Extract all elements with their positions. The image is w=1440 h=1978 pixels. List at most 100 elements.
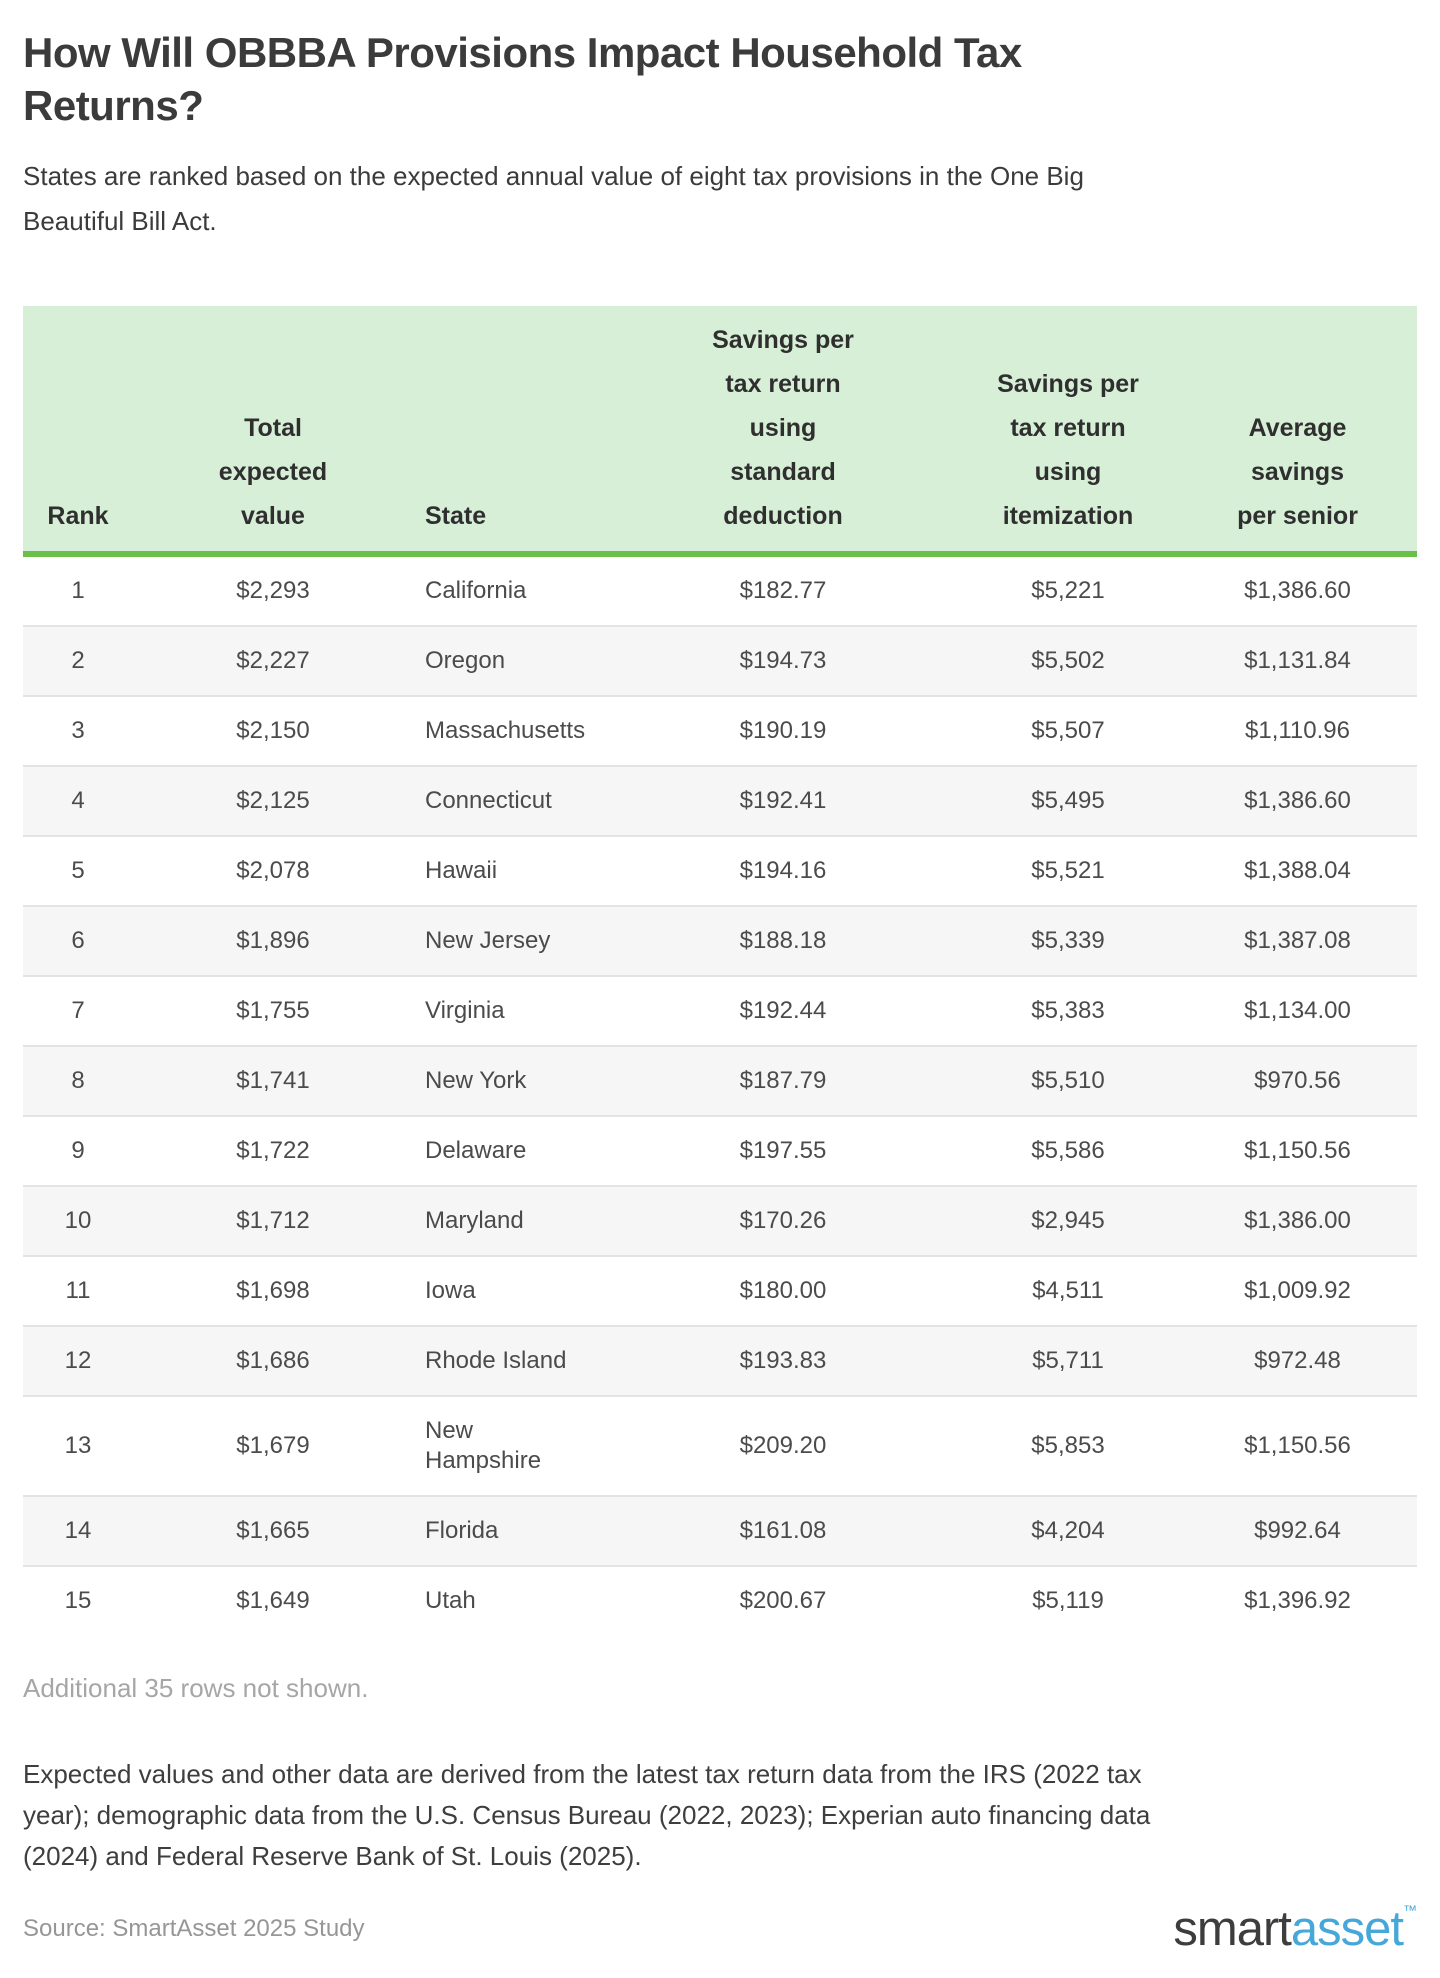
methodology-note: Expected values and other data are deriv…	[23, 1759, 1151, 1871]
column-header: Rank	[47, 502, 109, 530]
cell: $180.00	[739, 1277, 827, 1304]
table-row: 9 $1,722 Delaware $197.55 $5,586 $1,150.56	[23, 1116, 1417, 1186]
cell: $197.55	[739, 1137, 827, 1164]
table-row: 2 $2,227 Oregon $194.73 $5,502 $1,131.84	[23, 626, 1417, 696]
table-row: 8 $1,741 New York $187.79 $5,510 $970.56	[23, 1046, 1417, 1116]
cell: $192.44	[739, 997, 827, 1024]
logo-smart: smart	[1173, 1902, 1291, 1956]
table-row: 12 $1,686 Rhode Island $193.83 $5,711 $972.48	[23, 1326, 1417, 1396]
cell: $1,150.56	[1244, 1432, 1351, 1459]
cell: 9	[71, 1137, 85, 1164]
cell: Utah	[425, 1587, 476, 1614]
cell: $194.16	[739, 857, 827, 884]
cell: $1,755	[236, 997, 310, 1024]
cell: $1,387.08	[1244, 927, 1351, 954]
cell: $992.64	[1254, 1517, 1341, 1544]
cell: $1,110.96	[1245, 717, 1350, 744]
cell: Rhode Island	[425, 1347, 567, 1374]
cell: 7	[71, 997, 85, 1024]
cell: $5,507	[1031, 717, 1105, 744]
cell: $5,221	[1031, 577, 1105, 604]
table-row: 1 $2,293 California $182.77 $5,221 $1,386.60	[23, 554, 1417, 626]
cell: 11	[65, 1277, 91, 1304]
cell: $5,711	[1032, 1347, 1104, 1374]
cell: $1,386.60	[1244, 577, 1351, 604]
cell: $187.79	[739, 1067, 827, 1094]
cell: Virginia	[425, 997, 505, 1024]
column-header: State	[425, 502, 487, 530]
cell: $1,396.92	[1244, 1587, 1351, 1614]
table-body: 1 $2,293 California $182.77 $5,221 $1,386.60 2…	[23, 554, 1417, 1635]
cell: $1,686	[236, 1347, 310, 1374]
cell: New Jersey	[425, 927, 551, 954]
cell: $5,586	[1031, 1137, 1105, 1164]
cell: $1,386.60	[1244, 787, 1351, 814]
cell: Connecticut	[425, 787, 552, 814]
table-header-row: Rank Total expected value State Savings per…	[23, 306, 1417, 554]
cell: $5,383	[1031, 997, 1105, 1024]
column-header: Average savings per senior	[1237, 414, 1358, 530]
cell: $194.73	[739, 647, 827, 674]
cell: $5,495	[1031, 787, 1105, 814]
cell: $1,741	[236, 1067, 310, 1094]
table-header: Rank Total expected value State Savings per…	[23, 306, 1417, 554]
cell: $2,945	[1031, 1207, 1105, 1234]
cell: $192.41	[739, 787, 827, 814]
cell: $2,078	[236, 857, 310, 884]
cell: $1,134.00	[1244, 997, 1351, 1024]
source-text: Source: SmartAsset 2025 Study	[23, 1914, 365, 1942]
cell: $5,853	[1031, 1432, 1105, 1459]
table-row: 4 $2,125 Connecticut $192.41 $5,495 $1,386.60	[23, 766, 1417, 836]
page-subtitle: States are ranked based on the expected …	[23, 161, 1084, 236]
table-row: 10 $1,712 Maryland $170.26 $2,945 $1,386.00	[23, 1186, 1417, 1256]
cell: 5	[71, 857, 85, 884]
bottom-row: Source: SmartAsset 2025 Study smartasset…	[23, 1903, 1417, 1978]
additional-rows-note: Additional 35 rows not shown.	[23, 1673, 369, 1703]
cell: $1,649	[236, 1587, 310, 1614]
cell: 13	[64, 1432, 92, 1459]
cell: $1,698	[236, 1277, 310, 1304]
cell: $1,388.04	[1244, 857, 1351, 884]
cell: $1,665	[236, 1517, 310, 1544]
cell: 8	[71, 1067, 85, 1094]
cell: $5,521	[1031, 857, 1105, 884]
cell: $4,511	[1032, 1277, 1104, 1304]
cell: $182.77	[739, 577, 827, 604]
cell: $1,131.84	[1244, 647, 1351, 674]
table-row: 6 $1,896 New Jersey $188.18 $5,339 $1,387.08	[23, 906, 1417, 976]
cell: 12	[64, 1347, 92, 1374]
table-row: 13 $1,679 New Hampshire $209.20 $5,853 $1,150…	[23, 1396, 1417, 1496]
cell: $1,150.56	[1244, 1137, 1351, 1164]
cell: $1,722	[236, 1137, 310, 1164]
cell: Iowa	[425, 1277, 476, 1304]
cell: $161.08	[739, 1517, 827, 1544]
cell: 3	[71, 717, 85, 744]
cell: $970.56	[1254, 1067, 1341, 1094]
cell: $2,293	[236, 577, 310, 604]
cell: $1,009.92	[1244, 1277, 1351, 1304]
page-title: How Will OBBBA Provisions Impact Househo…	[23, 29, 1022, 129]
cell: Oregon	[425, 647, 506, 674]
table-row: 11 $1,698 Iowa $180.00 $4,511 $1,009.92	[23, 1256, 1417, 1326]
table-row: 14 $1,665 Florida $161.08 $4,204 $992.64	[23, 1496, 1417, 1566]
column-header: Savings per tax return using standard de…	[712, 326, 854, 530]
cell: New York	[425, 1067, 527, 1094]
cell: $200.67	[739, 1587, 827, 1614]
smartasset-logo: smartasset™	[1173, 1903, 1417, 1954]
table-row: 3 $2,150 Massachusetts $190.19 $5,507 $1,110.…	[23, 696, 1417, 766]
cell: Hawaii	[425, 857, 498, 884]
cell: Florida	[425, 1517, 499, 1544]
cell: $4,204	[1031, 1517, 1105, 1544]
cell: 14	[64, 1517, 92, 1544]
table-row: 15 $1,649 Utah $200.67 $5,119 $1,396.92	[23, 1566, 1417, 1635]
column-header: Savings per tax return using itemization	[997, 370, 1139, 530]
cell: 15	[64, 1587, 92, 1614]
cell: $209.20	[739, 1432, 827, 1459]
rankings-table: Rank Total expected value State Savings per…	[23, 306, 1417, 1635]
cell: 6	[71, 927, 85, 954]
cell: $170.26	[739, 1207, 827, 1234]
cell: $5,502	[1031, 647, 1105, 674]
cell: California	[425, 577, 527, 604]
table-row: 5 $2,078 Hawaii $194.16 $5,521 $1,388.04	[23, 836, 1417, 906]
